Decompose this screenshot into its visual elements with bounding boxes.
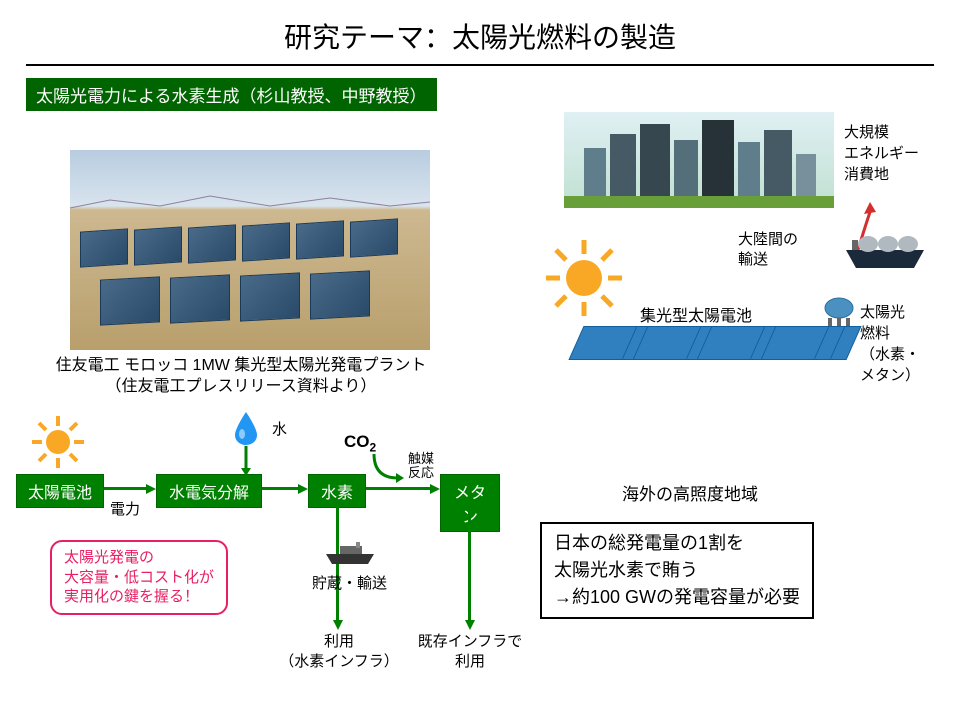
label-electricity: 電力 [110, 498, 140, 519]
water-arrow [236, 446, 256, 476]
flow-solar-cell: 太陽電池 [16, 474, 104, 508]
photo-caption: 住友電工 モロッコ 1MW 集光型太陽光発電プラント （住友電工プレスリリース資… [36, 356, 446, 398]
ship-icon-small [322, 540, 378, 566]
co2-arrow [368, 452, 408, 488]
city-graphic [564, 112, 834, 208]
city-label: 大規模 エネルギー 消費地 [844, 122, 919, 185]
flow-electrolysis: 水電気分解 [156, 474, 262, 508]
label-water: 水 [272, 418, 287, 439]
water-drop-icon [232, 410, 260, 446]
solar-panel-array [574, 326, 850, 476]
subtitle-banner: 太陽光電力による水素生成（杉山教授、中野教授） [26, 78, 437, 111]
sun-icon-small [30, 414, 86, 470]
label-h2-use: 利用（水素インフラ） [274, 632, 404, 671]
caption-line2: （住友電工プレスリリース資料より） [106, 378, 377, 395]
cpv-label: 集光型太陽電池 [640, 302, 752, 326]
overseas-label: 海外の高照度地域 [622, 480, 758, 505]
ship-icon-big [844, 230, 926, 270]
goal-box: 日本の総発電量の1割を 太陽光水素で賄う →約100 GWの発電容量が必要 [540, 522, 814, 619]
caption-line1: 住友電工 モロッコ 1MW 集光型太陽光発電プラント [56, 357, 427, 374]
title-underline [26, 64, 934, 66]
transport-label: 大陸間の 輸送 [738, 230, 798, 269]
label-storage-transport: 貯蔵・輸送 [312, 572, 387, 593]
plant-photo [70, 150, 430, 350]
arrow-elec-to-h2 [262, 487, 298, 490]
pink-callout: 太陽光発電の 大容量・低コスト化が 実用化の鍵を握る！ [50, 540, 228, 615]
label-ch4-use: 既存インフラで利用 [410, 632, 530, 671]
sun-icon-big [542, 236, 626, 320]
fuel-label: 太陽光 燃料 （水素・ メタン） [860, 302, 920, 386]
arrow-cell-to-elec [104, 487, 146, 490]
arrow-ch4-down [468, 502, 471, 620]
label-catalyst: 触媒反応 [408, 452, 434, 481]
page-title: 研究テーマ：太陽光燃料の製造 [0, 0, 960, 64]
